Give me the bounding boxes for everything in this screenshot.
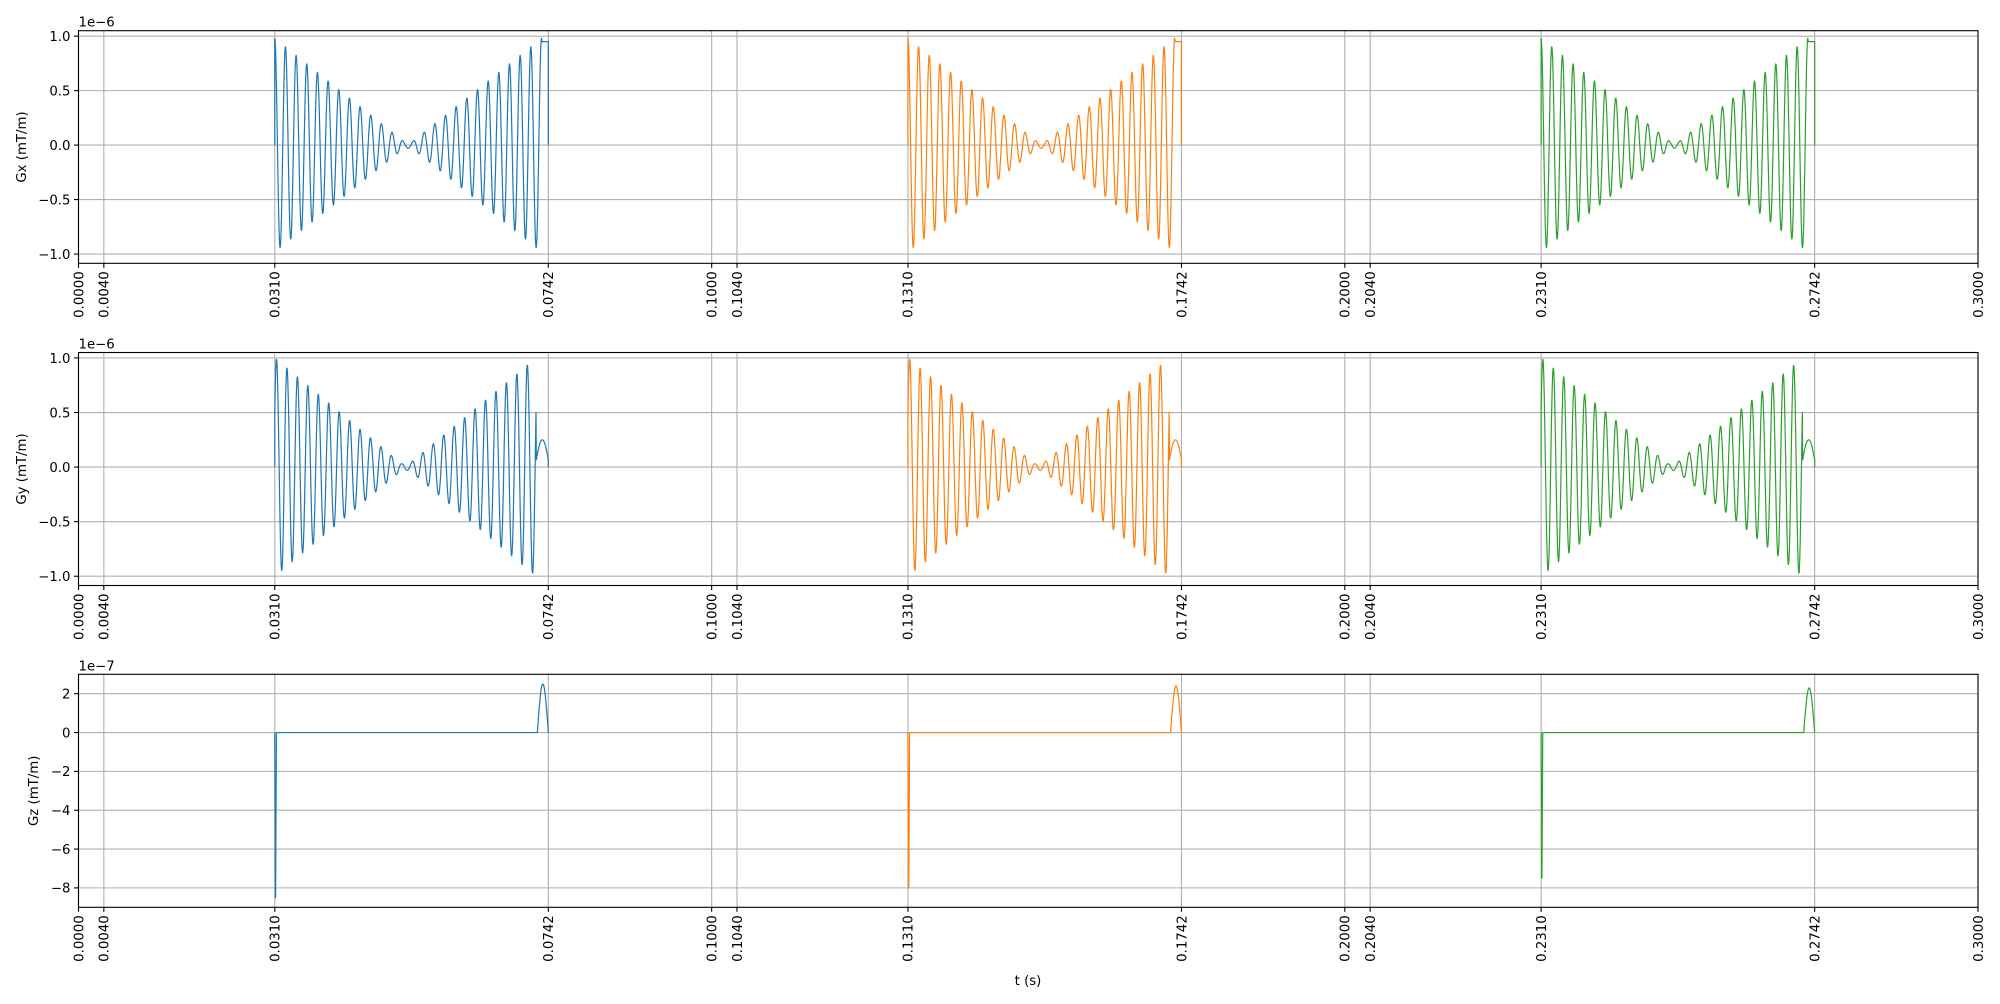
x-tick-label: 0.1742 [1175,594,1190,641]
x-tick-label: 0.1000 [705,594,720,641]
waveform-series-1 [274,37,549,249]
x-tick-label: 0.3000 [1972,594,1987,641]
x-tick-label: 0.0310 [269,271,284,318]
y-tick-label: 2 [62,688,70,703]
y-tick-label: −2 [51,765,71,780]
waveform-series-1 [274,683,549,899]
y-tick-label: −0.5 [38,515,70,530]
y-axis-ticks: −8 −6 −4 −2 0 2 [51,688,79,897]
subplot-gx: −1.0 −0.5 0.0 0.5 1.0 0.0000 0.0040 0.0310 0.07… [15,16,1987,318]
y-axis-label: Gy (mT/m) [15,433,30,504]
x-tick-label: 0.0040 [98,594,113,641]
x-axis-ticks: 0.0000 0.0040 0.0310 0.0742 0.1000 0.1040 0.13… [72,907,1987,962]
x-tick-label: 0.1742 [1175,915,1190,962]
x-tick-label: 0.0742 [542,594,557,641]
x-tick-label: 0.2040 [1364,271,1379,318]
x-tick-label: 0.1040 [731,915,746,962]
waveform-series-2 [907,358,1183,574]
waveform-series-2 [907,37,1183,249]
x-tick-label: 0.0000 [72,915,87,962]
x-tick-label: 0.2000 [1339,915,1354,962]
x-tick-label: 0.1040 [731,594,746,641]
x-tick-label: 0.2310 [1535,594,1550,641]
y-tick-label: 0.0 [49,139,70,154]
x-tick-label: 0.2742 [1808,271,1823,318]
waveform-series-1 [274,358,549,574]
x-tick-label: 0.1000 [705,915,720,962]
y-tick-label: 0.5 [49,84,70,99]
x-axis-ticks: 0.0000 0.0040 0.0310 0.0742 0.1000 0.1040 0.13… [72,263,1987,318]
x-tick-label: 0.1310 [902,271,917,318]
y-offset-label: 1e−6 [79,338,115,353]
x-tick-label: 0.1310 [902,594,917,641]
x-tick-label: 0.0742 [542,271,557,318]
y-axis-label: Gz (mT/m) [27,756,42,826]
waveform-lines [274,358,1816,574]
x-tick-label: 0.0040 [98,915,113,962]
waveform-series-2 [907,685,1183,889]
subplot-gz: −8 −6 −4 −2 0 2 0.0000 0.0040 0.0310 0.0742 0.100… [27,659,1987,962]
x-tick-label: 0.2000 [1339,271,1354,318]
x-tick-label: 0.0310 [269,594,284,641]
y-tick-label: 0 [62,726,70,741]
y-axis-label: Gx (mT/m) [15,111,30,182]
y-axis-ticks: −1.0 −0.5 0.0 0.5 1.0 [38,30,79,263]
y-tick-label: −4 [51,804,71,819]
x-tick-label: 0.2040 [1364,594,1379,641]
x-tick-label: 0.0742 [542,915,557,962]
waveform-series-3 [1540,687,1816,879]
waveform-series-3 [1540,358,1816,574]
x-tick-label: 0.2742 [1808,594,1823,641]
y-tick-label: −1.0 [38,570,70,585]
y-tick-label: 0.5 [49,406,70,421]
y-tick-label: −8 [51,882,71,897]
subplot-gy: −1.0 −0.5 0.0 0.5 1.0 0.0000 0.0040 0.0310 0.07… [15,338,1987,641]
y-tick-label: −1.0 [38,248,70,263]
y-tick-label: −6 [51,843,71,858]
x-tick-label: 0.3000 [1972,915,1987,962]
y-axis-ticks: −1.0 −0.5 0.0 0.5 1.0 [38,352,79,585]
x-tick-label: 0.2040 [1364,915,1379,962]
axes-frame [77,673,1979,908]
x-tick-label: 0.1040 [731,271,746,318]
y-tick-label: 0.0 [49,461,70,476]
x-tick-label: 0.0000 [72,271,87,318]
y-offset-label: 1e−6 [79,16,115,31]
x-tick-label: 0.1310 [902,915,917,962]
x-tick-label: 0.2310 [1535,915,1550,962]
x-tick-label: 0.0040 [98,271,113,318]
waveform-lines [274,37,1816,249]
x-tick-label: 0.2000 [1339,594,1354,641]
y-tick-label: 1.0 [49,30,70,45]
y-tick-label: −0.5 [38,193,70,208]
x-tick-label: 0.0310 [269,915,284,962]
axes-frame [77,30,1979,264]
waveform-lines [274,683,1816,899]
x-tick-label: 0.2310 [1535,271,1550,318]
x-axis-label: t (s) [1015,974,1042,989]
x-tick-label: 0.1742 [1175,271,1190,318]
x-tick-label: 0.2742 [1808,915,1823,962]
axes-frame [77,351,1979,587]
y-tick-label: 1.0 [49,352,70,367]
waveform-series-3 [1540,37,1816,249]
y-offset-label: 1e−7 [79,659,115,674]
x-axis-ticks: 0.0000 0.0040 0.0310 0.0742 0.1000 0.1040 0.13… [72,585,1987,641]
x-tick-label: 0.0000 [72,594,87,641]
x-tick-label: 0.3000 [1972,271,1987,318]
x-tick-label: 0.1000 [705,271,720,318]
